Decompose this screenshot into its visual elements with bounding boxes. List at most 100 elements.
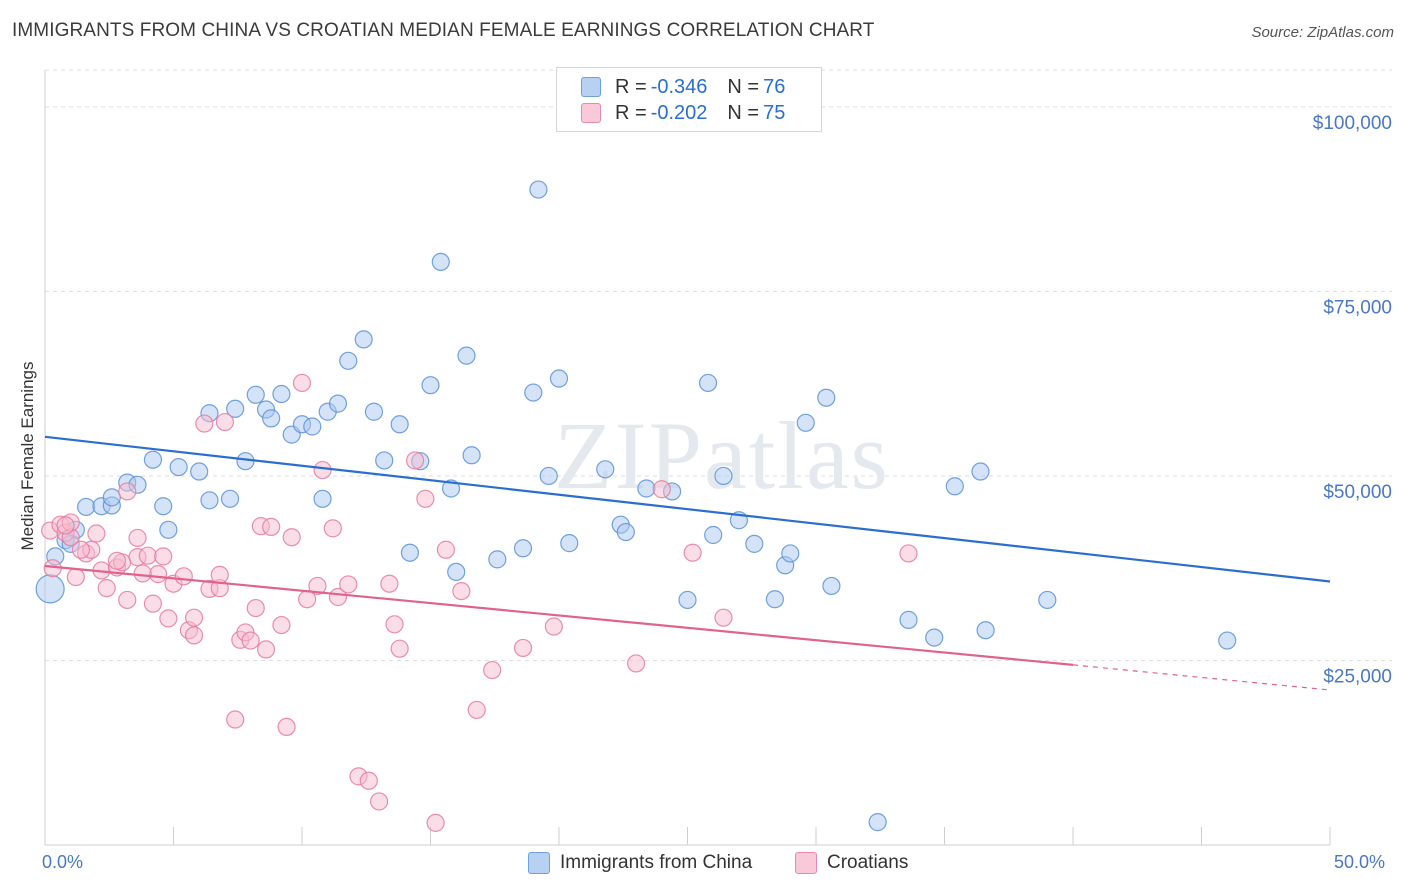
china-point bbox=[925, 628, 944, 647]
croatians-point bbox=[370, 792, 389, 811]
croatians-point bbox=[626, 654, 646, 673]
china-point bbox=[796, 413, 815, 432]
trend-line-croatians bbox=[44, 564, 1074, 666]
china-point bbox=[272, 384, 291, 404]
china-point bbox=[513, 539, 533, 558]
china-point bbox=[375, 451, 394, 470]
china-point bbox=[1038, 590, 1057, 610]
china-point bbox=[262, 409, 281, 428]
croatians-point bbox=[154, 547, 173, 566]
croatians-point bbox=[282, 528, 301, 547]
source-label: Source: ZipAtlas.com bbox=[1251, 24, 1394, 41]
legend-swatch-croatians bbox=[581, 103, 601, 123]
legend-r-label: R = bbox=[615, 75, 647, 98]
croatians-point bbox=[174, 567, 193, 586]
china-point bbox=[364, 402, 384, 421]
china-point bbox=[899, 610, 918, 629]
croatians-point bbox=[246, 598, 265, 618]
croatians-point bbox=[87, 524, 106, 543]
china-point bbox=[524, 383, 543, 402]
china-point bbox=[159, 520, 178, 539]
croatians-point bbox=[416, 489, 435, 508]
china-point bbox=[745, 534, 764, 553]
china-point bbox=[637, 479, 656, 498]
y-tick-label: $100,000 bbox=[1313, 113, 1392, 134]
bottom-legend-label-china: Immigrants from China bbox=[560, 852, 753, 873]
croatians-point bbox=[452, 581, 471, 601]
y-tick-label: $50,000 bbox=[1323, 482, 1392, 503]
croatians-point bbox=[210, 565, 229, 584]
legend-n-value: 76 bbox=[763, 75, 786, 98]
tick-labels: $25,000 $50,000 $75,000 $100,000 bbox=[1313, 113, 1392, 688]
croatians-point bbox=[195, 414, 214, 433]
croatians-point bbox=[483, 660, 502, 680]
bottom-legend-swatch-china bbox=[528, 852, 550, 874]
china-point bbox=[200, 491, 219, 510]
croatians-point bbox=[138, 546, 157, 565]
croatians-point bbox=[544, 617, 563, 636]
china-point bbox=[236, 452, 255, 471]
china-point bbox=[313, 489, 332, 508]
bottom-legend-label-croatians: Croatians bbox=[827, 852, 909, 873]
legend-swatch-china bbox=[581, 77, 601, 97]
croatians-point bbox=[148, 565, 168, 584]
croatians-point bbox=[277, 717, 296, 737]
china-point bbox=[190, 462, 209, 481]
croatians-point bbox=[313, 460, 332, 480]
croatians-point bbox=[159, 609, 178, 628]
croatians-point bbox=[292, 373, 312, 393]
china-point bbox=[102, 488, 121, 507]
china-point bbox=[529, 180, 548, 199]
croatians-point bbox=[683, 543, 702, 562]
watermark: ZIPatlas bbox=[554, 402, 890, 509]
croatians-point bbox=[899, 544, 918, 563]
china-point bbox=[447, 562, 466, 582]
china-point bbox=[328, 394, 348, 413]
china-point bbox=[822, 576, 841, 596]
series-croatians bbox=[41, 373, 918, 832]
correlation-legend: R = -0.346 N = 76 R = -0.202 N = 75 bbox=[556, 67, 822, 132]
china-point bbox=[35, 574, 65, 604]
croatians-point bbox=[226, 710, 245, 729]
china-point bbox=[678, 590, 697, 610]
china-point bbox=[1218, 631, 1237, 650]
legend-n-label: N = bbox=[727, 101, 760, 124]
bottom-legend-croatians: Croatians bbox=[795, 852, 908, 874]
croatians-point bbox=[184, 608, 204, 627]
croatians-point bbox=[56, 516, 75, 535]
china-point bbox=[817, 388, 836, 407]
croatians-point bbox=[133, 564, 152, 583]
trend-lines bbox=[44, 435, 1331, 691]
china-point bbox=[704, 525, 723, 545]
croatians-point bbox=[143, 594, 163, 613]
china-point bbox=[781, 544, 800, 563]
china-point bbox=[354, 330, 373, 349]
china-point bbox=[549, 369, 569, 388]
croatians-point bbox=[262, 517, 281, 536]
trend-line-china bbox=[44, 435, 1331, 583]
china-point bbox=[488, 550, 507, 569]
china-point bbox=[421, 376, 440, 395]
china-point bbox=[303, 417, 322, 436]
china-point bbox=[226, 399, 245, 418]
legend-n-value: 75 bbox=[763, 101, 786, 124]
croatians-point bbox=[467, 700, 486, 720]
china-point bbox=[539, 466, 558, 486]
axes bbox=[44, 70, 1331, 846]
croatians-point bbox=[66, 567, 85, 587]
croatians-point bbox=[107, 551, 127, 570]
legend-r-label: R = bbox=[615, 101, 647, 124]
china-point bbox=[154, 497, 173, 516]
china-point bbox=[945, 477, 964, 496]
china-point bbox=[976, 621, 995, 640]
china-point bbox=[971, 462, 990, 481]
croatians-point bbox=[323, 519, 342, 538]
china-point bbox=[143, 450, 163, 469]
china-point bbox=[596, 460, 615, 479]
legend-r-value: -0.346 bbox=[650, 75, 708, 98]
china-point bbox=[765, 590, 784, 609]
bottom-legend-swatch-croatians bbox=[795, 852, 817, 874]
croatians-point bbox=[256, 640, 276, 659]
croatians-point bbox=[513, 638, 533, 658]
